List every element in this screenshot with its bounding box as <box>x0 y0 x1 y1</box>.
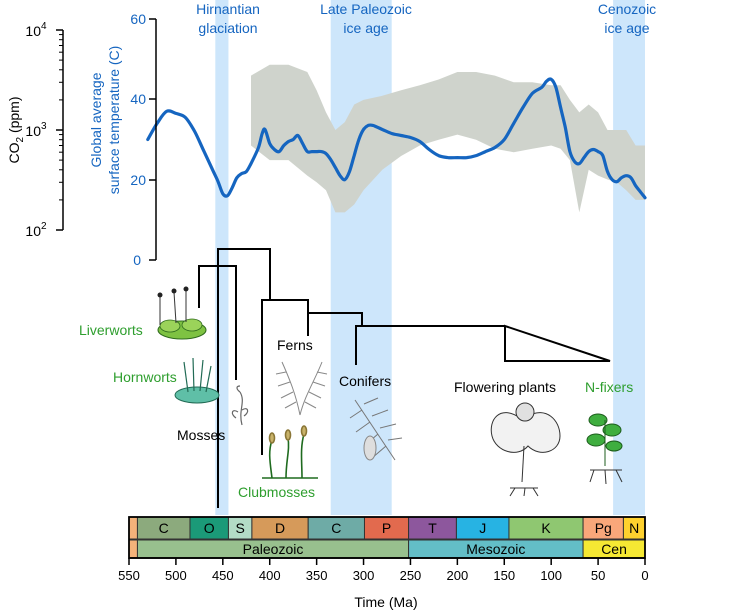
taxon-label-flowering-plants: Flowering plants <box>454 379 556 395</box>
co2-tick-label: 103 <box>25 121 47 139</box>
temperature-axis-title: Global average surface temperature (C) <box>88 46 122 195</box>
taxon-label-ferns: Ferns <box>277 337 313 353</box>
label-late-paleozoic-ice-age: Late Paleozoic ice age <box>320 1 412 36</box>
era-label: Paleozoic <box>243 541 304 557</box>
time-tick-label: 50 <box>591 568 605 583</box>
period-cell <box>128 516 138 540</box>
period-label: K <box>541 520 551 536</box>
period-label: N <box>629 520 639 536</box>
time-tick-label: 450 <box>212 568 234 583</box>
time-tick-label: 400 <box>259 568 281 583</box>
time-tick-label: 350 <box>306 568 328 583</box>
period-label: T <box>428 520 437 536</box>
taxon-label-liverworts: Liverworts <box>79 322 143 338</box>
fern-icon <box>275 361 328 416</box>
time-tick-label: 100 <box>540 568 562 583</box>
era-cell <box>128 539 138 559</box>
era-label: Mesozoic <box>466 541 525 557</box>
conifer-icon <box>349 397 403 461</box>
geologic-time-scale: C O S D C P T J K Pg N Paleozoic Mesozoic Cen <box>128 516 646 559</box>
clubmoss-icon <box>262 425 318 479</box>
flowering-plant-icon <box>490 402 561 497</box>
period-label: C <box>159 520 169 536</box>
temperature-tick-label: 60 <box>130 11 146 27</box>
hornwort-icon <box>174 357 220 404</box>
era-label: Cen <box>601 541 627 557</box>
time-tick-label: 550 <box>118 568 140 583</box>
period-label: S <box>236 520 245 536</box>
time-tick-label: 200 <box>447 568 469 583</box>
temperature-tick-label: 40 <box>130 91 146 107</box>
period-label: P <box>382 520 391 536</box>
co2-tick-label: 102 <box>25 221 47 239</box>
ice-age-band <box>613 0 645 515</box>
temperature-tick-label: 0 <box>133 252 141 268</box>
time-tick-label: 250 <box>400 568 422 583</box>
time-tick-label: 500 <box>165 568 187 583</box>
time-tick-label: 0 <box>641 568 648 583</box>
time-axis: 550 500 450 400 350 300 250 200 150 100 50 0 Time (… <box>118 557 649 610</box>
liverwort-icon <box>157 286 207 340</box>
co2-tick-label: 104 <box>25 21 47 39</box>
ice-age-band <box>330 0 392 515</box>
temperature-axis: 0 20 40 60 Global average surface tempera… <box>88 11 157 268</box>
time-axis-title: Time (Ma) <box>354 594 417 610</box>
taxon-label-clubmosses: Clubmosses <box>238 484 315 500</box>
period-label: D <box>275 520 285 536</box>
co2-range-area <box>251 64 645 213</box>
label-hirnantian-glaciation: Hirnantian glaciation <box>196 1 260 36</box>
taxon-label-n-fixers: N-fixers <box>585 379 633 395</box>
period-label: J <box>479 520 486 536</box>
time-tick-label: 300 <box>353 568 375 583</box>
time-tick-label: 150 <box>493 568 515 583</box>
taxon-label-conifers: Conifers <box>339 373 391 389</box>
moss-icon <box>231 385 249 426</box>
co2-axis: 104 103 102 CO2 (ppm) <box>6 21 64 239</box>
taxon-label-mosses: Mosses <box>177 427 225 443</box>
co2-axis-title: CO2 (ppm) <box>6 96 26 163</box>
phylogenetic-tree <box>198 248 611 508</box>
temperature-line <box>146 77 647 200</box>
period-label: O <box>204 520 215 536</box>
period-label: C <box>331 520 341 536</box>
temperature-tick-label: 20 <box>130 172 146 188</box>
label-cenozoic-ice-age: Cenozoic ice age <box>598 1 656 36</box>
legume-icon <box>586 413 623 485</box>
taxon-label-hornworts: Hornworts <box>113 369 177 385</box>
co2-minor-ticks <box>59 34 63 201</box>
period-label: Pg <box>595 520 612 536</box>
